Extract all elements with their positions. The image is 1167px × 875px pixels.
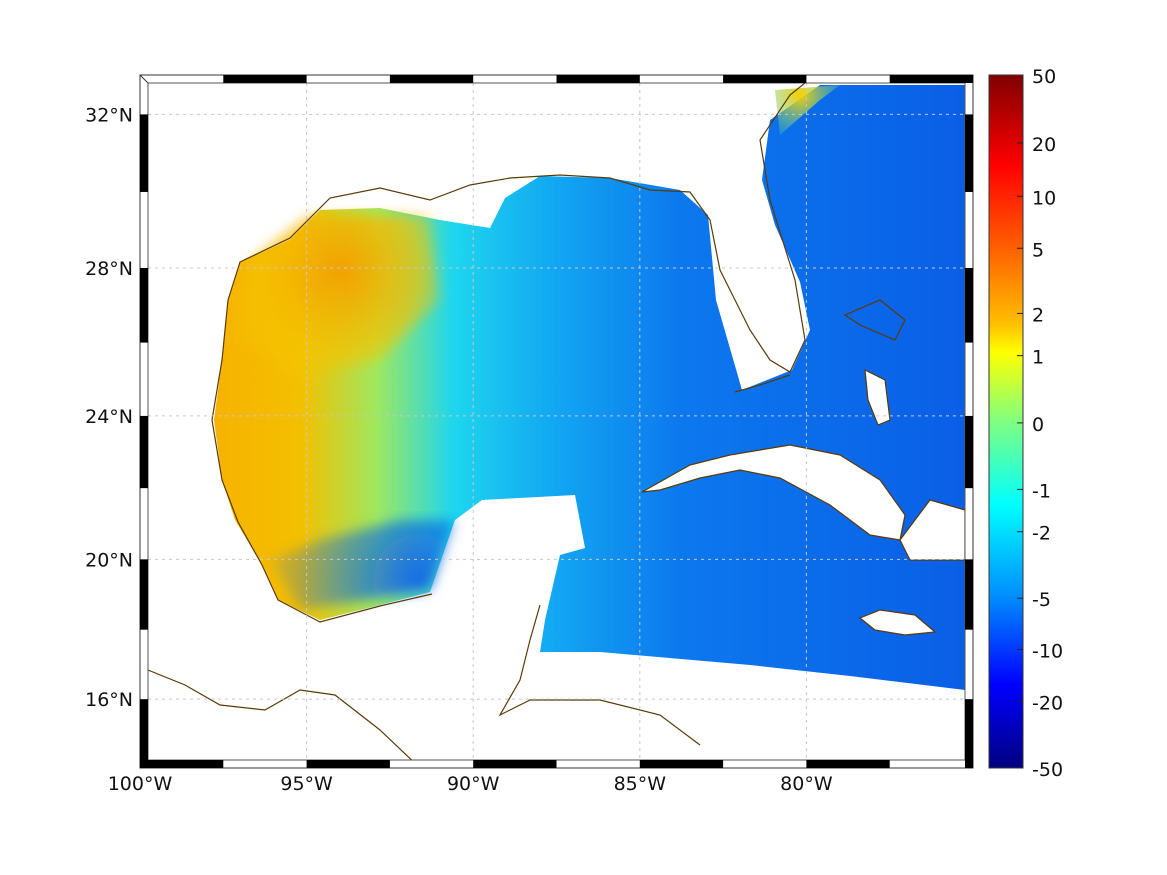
- x-tick-label: 85°W: [614, 773, 667, 795]
- x-tick-label: 80°W: [780, 773, 833, 795]
- frame-bar-left: [140, 114, 148, 192]
- x-tick-label: 95°W: [280, 773, 333, 795]
- frame-bar-left: [140, 699, 148, 768]
- bahamas-north: [843, 299, 906, 341]
- mexico-gulf-coast: [211, 299, 433, 623]
- frame-bar-top: [889, 75, 973, 83]
- colorbar-tick-label: 50: [1032, 66, 1056, 88]
- frame-bar-left: [140, 415, 148, 489]
- y-axis-labels: 32°N 28°N 24°N 20°N 16°N: [85, 104, 133, 711]
- western-warm-anomaly: [240, 215, 440, 380]
- y-tick-label: 24°N: [85, 406, 133, 428]
- frame-bar-bottom: [806, 760, 890, 768]
- frame-bar-right: [965, 559, 973, 630]
- frame-bar-right: [965, 415, 973, 489]
- frame-bar-bottom: [140, 760, 224, 768]
- colorbar-tick-label: 2: [1032, 304, 1044, 326]
- frame-bar-left: [140, 267, 148, 343]
- atlantic-warm-anomaly: [775, 85, 840, 135]
- y-tick-label: 32°N: [85, 104, 133, 126]
- colorbar-tick-label: 5: [1032, 239, 1044, 261]
- map-frame: [139, 74, 974, 769]
- frame-bar-right: [965, 699, 973, 768]
- bahamas-andros: [864, 368, 891, 426]
- y-tick-label: 28°N: [85, 258, 133, 280]
- colorbar-tick-label: -50: [1032, 759, 1063, 781]
- frame-bar-top: [389, 75, 474, 83]
- data-field: [148, 83, 965, 760]
- frame-bar-bottom: [473, 760, 557, 768]
- us-gulf-coast: [227, 83, 806, 373]
- frame-bar-bottom: [306, 760, 390, 768]
- colorbar-tick-label: -20: [1032, 692, 1063, 714]
- y-tick-label: 20°N: [85, 549, 133, 571]
- colorbar-tick-label: -10: [1032, 640, 1063, 662]
- jamaica: [858, 609, 937, 636]
- florida-keys: [734, 374, 791, 393]
- colorbar-tick-label: -2: [1032, 523, 1051, 545]
- frame-bar-left: [140, 559, 148, 630]
- coastlines: [148, 83, 965, 760]
- frame-bar-top: [556, 75, 640, 83]
- graticule: [148, 83, 965, 760]
- x-tick-label: 100°W: [108, 773, 173, 795]
- southern-cool-anomaly: [270, 520, 455, 610]
- y-tick-label: 16°N: [85, 689, 133, 711]
- frame-bar-top: [223, 75, 307, 83]
- colorbar-tick-label: 0: [1032, 414, 1044, 436]
- colorbar-tick-label: 10: [1032, 187, 1056, 209]
- x-tick-label: 90°W: [447, 773, 500, 795]
- frame-bar-right: [965, 267, 973, 343]
- colorbar-tick-label: 1: [1032, 347, 1044, 369]
- colorbar-tick-label: -1: [1032, 480, 1051, 502]
- yucatan-east-coast: [498, 604, 701, 746]
- hispaniola: [899, 499, 965, 561]
- frame-bar-right: [965, 114, 973, 192]
- central-america-coast: [148, 669, 413, 760]
- frame-bar-top: [723, 75, 807, 83]
- frame-bar-bottom: [639, 760, 724, 768]
- colorbar-tick-label: -5: [1032, 589, 1051, 611]
- colorbar-tick-label: 20: [1032, 134, 1056, 156]
- x-axis-labels: 100°W 95°W 90°W 85°W 80°W: [108, 773, 833, 795]
